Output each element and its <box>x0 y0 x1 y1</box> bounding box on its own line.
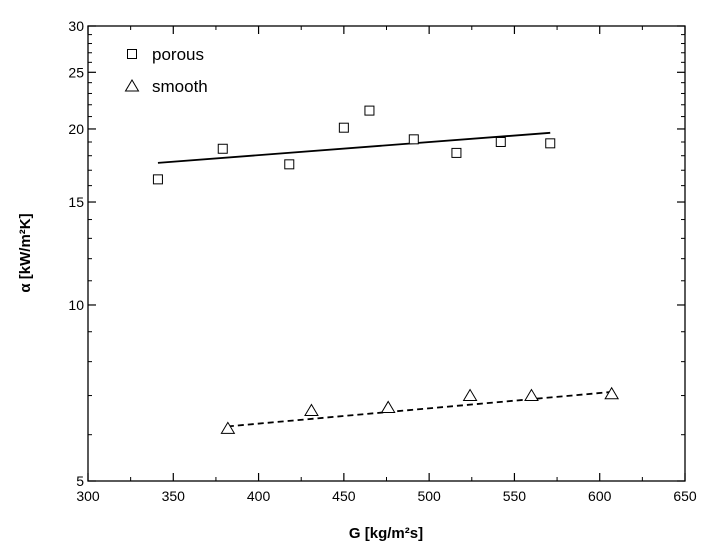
porous-point <box>284 159 295 170</box>
axis-ticks <box>87 25 686 482</box>
y-tick-label: 20 <box>68 121 84 137</box>
data-points <box>152 105 620 434</box>
x-tick-label: 650 <box>673 488 697 504</box>
x-tick-label: 400 <box>247 488 271 504</box>
x-tick-labels: 300 350 400 450 500 550 600 650 <box>76 488 697 504</box>
x-tick-label: 550 <box>503 488 527 504</box>
x-tick-label: 350 <box>162 488 186 504</box>
y-tick-label: 10 <box>68 297 84 313</box>
porous-point <box>217 143 228 154</box>
porous-fit-line <box>157 131 551 164</box>
smooth-point <box>604 386 620 400</box>
x-tick-label: 450 <box>332 488 356 504</box>
porous-point <box>495 136 506 147</box>
porous-legend-label: porous <box>152 45 204 64</box>
y-tick-label: 5 <box>76 473 84 489</box>
smooth-point <box>462 388 478 402</box>
y-axis-title: α [kW/m²K] <box>17 213 34 292</box>
porous-point <box>152 174 163 185</box>
smooth-fit-line <box>227 391 612 428</box>
y-tick-label: 25 <box>68 64 84 80</box>
x-tick-label: 300 <box>76 488 100 504</box>
smooth-point <box>220 421 236 434</box>
smooth-point <box>380 400 396 413</box>
porous-point <box>408 134 419 145</box>
x-axis-title: G [kg/m²s] <box>349 525 423 542</box>
fit-lines <box>157 131 612 428</box>
porous-point <box>545 138 556 149</box>
smooth-legend-marker <box>124 79 140 92</box>
smooth-legend-label: smooth <box>152 77 208 96</box>
porous-point <box>451 147 462 158</box>
porous-point <box>338 122 349 133</box>
y-tick-labels: 5 10 15 20 25 30 <box>68 18 84 489</box>
x-tick-label: 500 <box>417 488 441 504</box>
smooth-point <box>524 388 539 402</box>
y-tick-label: 15 <box>68 194 84 210</box>
x-tick-label: 600 <box>588 488 612 504</box>
porous-legend-marker <box>127 49 137 59</box>
legend: porous smooth <box>124 45 208 96</box>
y-tick-label: 30 <box>68 18 84 34</box>
porous-point <box>364 105 375 116</box>
smooth-point <box>304 403 319 416</box>
